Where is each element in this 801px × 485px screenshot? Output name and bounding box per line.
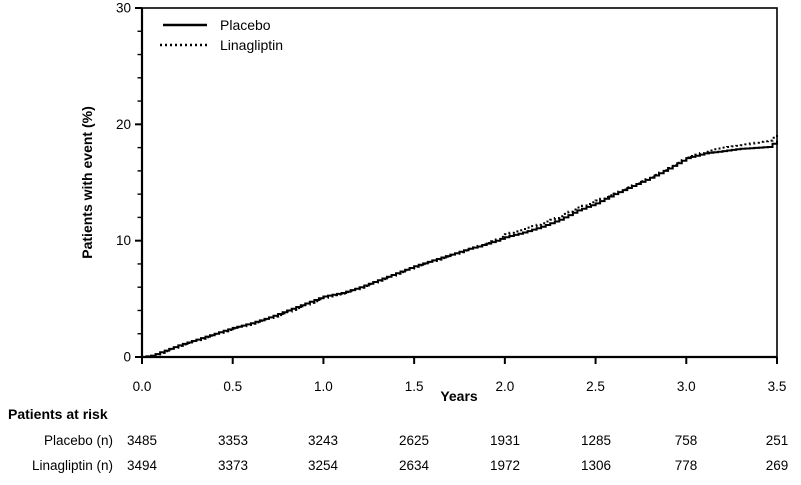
- kaplan-meier-chart: 0.0 0.5 1.0 1.5 2.0 2.5 3.0 3.5 0 10 20 30 Years Pa…: [79, 1, 786, 405]
- axis-ticks: 0.0 0.5 1.0 1.5 2.0 2.5 3.0 3.5 0 10 20 30: [116, 1, 786, 395]
- linagliptin-curve: [142, 134, 778, 358]
- y-axis-title: Patients with event (%): [79, 106, 95, 258]
- risk-count: 3373: [217, 458, 249, 473]
- x-axis-title: Years: [440, 388, 478, 404]
- x-tick-label: 0.0: [133, 379, 152, 394]
- risk-count: 3254: [307, 458, 339, 473]
- risk-count: 3485: [126, 433, 158, 448]
- risk-count: 1972: [489, 458, 521, 473]
- y-tick-label: 20: [116, 117, 131, 132]
- risk-count: 2625: [398, 433, 430, 448]
- x-tick-label: 3.0: [677, 379, 696, 394]
- risk-count: 758: [674, 433, 698, 448]
- risk-count: 1285: [580, 433, 612, 448]
- x-tick-label: 1.0: [314, 379, 333, 394]
- y-tick-label: 10: [116, 233, 131, 248]
- x-tick-label: 2.5: [586, 379, 605, 394]
- placebo-curve: [142, 140, 778, 358]
- risk-row-linagliptin: Linagliptin (n) 3494 3373 3254 2634 1972 1306…: [0, 458, 801, 475]
- risk-count: 778: [674, 458, 698, 473]
- risk-count: 3243: [307, 433, 339, 448]
- risk-row-linagliptin-label: Linagliptin (n): [31, 458, 113, 473]
- curves: [142, 134, 778, 358]
- risk-count: 269: [765, 458, 789, 473]
- x-tick-label: 3.5: [768, 379, 787, 394]
- legend-linagliptin-label: Linagliptin: [220, 37, 283, 53]
- legend: Placebo Linagliptin: [160, 17, 283, 53]
- risk-count: 1931: [489, 433, 521, 448]
- y-tick-label: 0: [123, 350, 131, 365]
- risk-table-header: Patients at risk: [8, 406, 108, 422]
- y-tick-label: 30: [116, 1, 131, 16]
- risk-count: 1306: [580, 458, 612, 473]
- risk-count: 3494: [126, 458, 158, 473]
- legend-placebo-label: Placebo: [220, 17, 271, 33]
- x-tick-label: 2.0: [495, 379, 514, 394]
- risk-row-placebo-label: Placebo (n): [43, 433, 113, 448]
- risk-count: 2634: [398, 458, 430, 473]
- x-tick-label: 1.5: [405, 379, 424, 394]
- risk-row-placebo: Placebo (n) 3485 3353 3243 2625 1931 1285 758 2…: [0, 433, 801, 450]
- x-tick-label: 0.5: [223, 379, 242, 394]
- plot-frame: [141, 7, 778, 358]
- risk-count: 251: [765, 433, 789, 448]
- risk-count: 3353: [217, 433, 249, 448]
